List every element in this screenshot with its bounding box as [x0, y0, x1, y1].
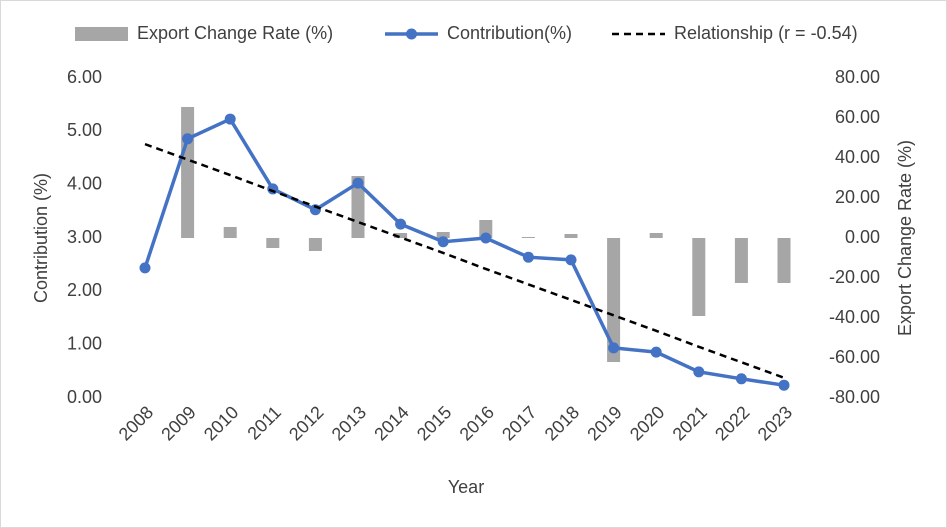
line-marker [608, 342, 620, 354]
y2-tick-label: -20.00 [829, 267, 880, 287]
line-marker [480, 232, 492, 244]
bar [521, 237, 535, 238]
line-marker [650, 346, 662, 358]
bar [564, 234, 578, 238]
bar [181, 107, 195, 238]
line-marker [693, 366, 705, 378]
line-marker [437, 236, 449, 248]
y-tick-label: 6.00 [67, 67, 102, 87]
legend-label: Relationship (r = -0.54) [674, 23, 858, 43]
y-tick-label: 5.00 [67, 120, 102, 140]
bar [734, 238, 748, 283]
bar [479, 220, 493, 238]
y2-tick-label: 40.00 [835, 147, 880, 167]
bar [266, 238, 280, 248]
y-tick-label: 4.00 [67, 173, 102, 193]
legend-label: Contribution(%) [447, 23, 572, 43]
line-marker [267, 183, 279, 195]
bar [607, 238, 621, 362]
bar [394, 233, 408, 238]
y-tick-label: 1.00 [67, 333, 102, 353]
line-marker [778, 379, 790, 391]
line-marker [522, 251, 534, 263]
y2-tick-label: 20.00 [835, 187, 880, 207]
y2-tick-label: -60.00 [829, 347, 880, 367]
y-tick-label: 2.00 [67, 280, 102, 300]
y2-tick-label: -80.00 [829, 387, 880, 407]
y-axis-label: Contribution (%) [31, 173, 51, 303]
legend-marker [406, 28, 417, 40]
legend-label: Export Change Rate (%) [137, 23, 333, 43]
legend-swatch [75, 27, 128, 41]
x-axis-label: Year [448, 477, 484, 497]
y-tick-label: 0.00 [67, 387, 102, 407]
trend-line [144, 142, 785, 379]
y-tick-label: 3.00 [67, 227, 102, 247]
y2-tick-label: -40.00 [829, 307, 880, 327]
line-marker [139, 262, 151, 274]
y2-tick-label: 80.00 [835, 67, 880, 87]
y2-tick-label: 0.00 [845, 227, 880, 247]
line-marker [182, 133, 194, 145]
bar [308, 238, 322, 251]
y2-tick-label: 60.00 [835, 107, 880, 127]
line-marker [352, 177, 364, 189]
bar [777, 238, 791, 283]
line-marker [735, 373, 747, 385]
line [143, 116, 785, 387]
y2-axis-label: Export Change Rate (%) [895, 140, 915, 336]
line-marker [224, 113, 236, 125]
bar [436, 232, 450, 238]
line-marker [395, 218, 407, 230]
bar [692, 238, 706, 316]
bar [649, 233, 663, 238]
bar [223, 227, 237, 238]
line-marker [565, 254, 577, 266]
